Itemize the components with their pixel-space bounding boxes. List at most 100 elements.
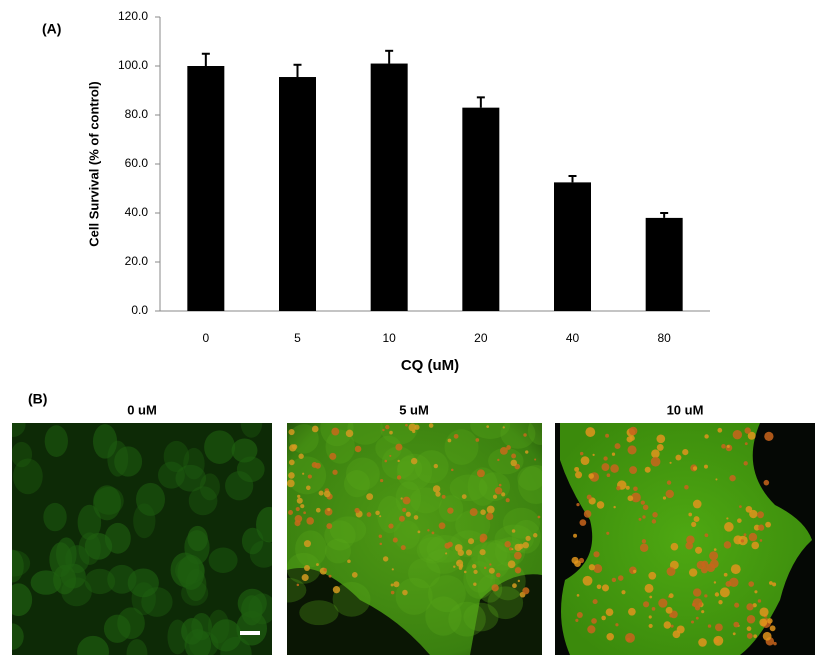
vesicle: [533, 533, 538, 538]
vesicle: [492, 494, 498, 499]
vesicle: [512, 583, 517, 589]
y-tick-label: 120.0: [118, 9, 148, 23]
vesicle: [614, 443, 621, 450]
vesicle: [724, 522, 734, 532]
vesicle: [316, 563, 319, 566]
vesicle: [412, 429, 416, 434]
vesicle: [380, 478, 384, 483]
cell: [380, 423, 418, 445]
vesicle: [457, 549, 464, 556]
vesicle: [332, 469, 338, 475]
vesicle: [648, 623, 653, 629]
vesicle: [606, 632, 614, 641]
cell: [127, 568, 159, 598]
cell: [347, 423, 384, 445]
micrograph: [12, 423, 272, 655]
vesicle: [729, 474, 736, 482]
x-axis-label: CQ (uM): [401, 357, 459, 374]
vesicle: [707, 624, 712, 628]
bar: [279, 77, 316, 312]
vesicle: [326, 523, 333, 529]
vesicle: [517, 579, 520, 583]
cell: [236, 456, 265, 483]
micrograph: [287, 423, 542, 655]
vesicle: [669, 461, 672, 464]
vesicle: [438, 522, 446, 530]
panel-label: (A): [42, 21, 61, 37]
vesicle: [675, 454, 682, 461]
vesicle: [405, 423, 408, 427]
vesicle: [757, 599, 762, 603]
cell: [470, 423, 511, 439]
vesicle: [465, 549, 473, 556]
vesicle: [473, 582, 477, 586]
vesicle: [593, 551, 600, 558]
vesicle: [744, 442, 748, 446]
vesicle: [615, 623, 619, 627]
vesicle: [306, 485, 311, 491]
vesicle: [665, 489, 674, 499]
bar: [370, 63, 408, 311]
vesicle: [703, 464, 708, 469]
vesicle: [428, 423, 434, 428]
vesicle: [329, 452, 337, 460]
vesicle: [698, 638, 707, 647]
y-tick-label: 80.0: [125, 107, 149, 121]
vesicle: [427, 529, 430, 532]
vesicle: [395, 443, 403, 451]
vesicle: [596, 501, 605, 509]
scale-bar: [240, 631, 260, 635]
cell: [12, 583, 33, 617]
vesicle: [525, 535, 531, 542]
vesicle: [656, 443, 664, 451]
vesicle: [332, 586, 341, 594]
vesicle: [351, 572, 358, 578]
vesicle: [740, 539, 744, 543]
vesicle: [626, 637, 631, 642]
cell: [287, 552, 321, 584]
vesicle: [296, 497, 303, 504]
vesicle: [611, 577, 617, 583]
y-tick-label: 20.0: [125, 254, 149, 268]
cell: [126, 639, 148, 655]
vesicle: [390, 590, 395, 595]
vesicle: [709, 559, 719, 569]
vesicle: [384, 459, 388, 463]
vesicle: [303, 540, 311, 548]
vesicle: [611, 452, 616, 456]
vesicle: [463, 570, 467, 574]
vesicle: [475, 438, 480, 442]
vesicle: [486, 505, 495, 514]
vesicle: [469, 508, 478, 517]
cell: [248, 593, 272, 625]
vesicle: [328, 574, 332, 578]
vesicle: [391, 568, 394, 571]
cell: [107, 564, 137, 594]
vesicle: [627, 495, 634, 502]
vesicle: [745, 506, 753, 513]
bar: [187, 66, 225, 311]
vesicle: [585, 427, 596, 437]
vesicle: [378, 534, 383, 538]
vesicle: [323, 568, 327, 572]
vesicle: [522, 587, 530, 595]
vesicle: [682, 449, 689, 456]
vesicle: [398, 515, 405, 522]
cell: [465, 554, 494, 593]
image-label: 10 uM: [667, 402, 704, 417]
vesicle: [379, 542, 383, 546]
cell: [256, 506, 272, 543]
vesicle: [587, 625, 596, 634]
vesicle: [651, 519, 657, 524]
vesicle: [684, 484, 689, 490]
cell: [377, 495, 403, 534]
vesicle: [575, 618, 579, 622]
cell: [43, 502, 67, 532]
vesicle: [648, 571, 657, 580]
panel-label: (B): [28, 391, 47, 407]
vesicle: [388, 523, 394, 529]
vesicle: [605, 608, 614, 616]
vesicle: [665, 606, 673, 614]
vesicle: [669, 613, 673, 618]
vesicle: [483, 566, 487, 570]
